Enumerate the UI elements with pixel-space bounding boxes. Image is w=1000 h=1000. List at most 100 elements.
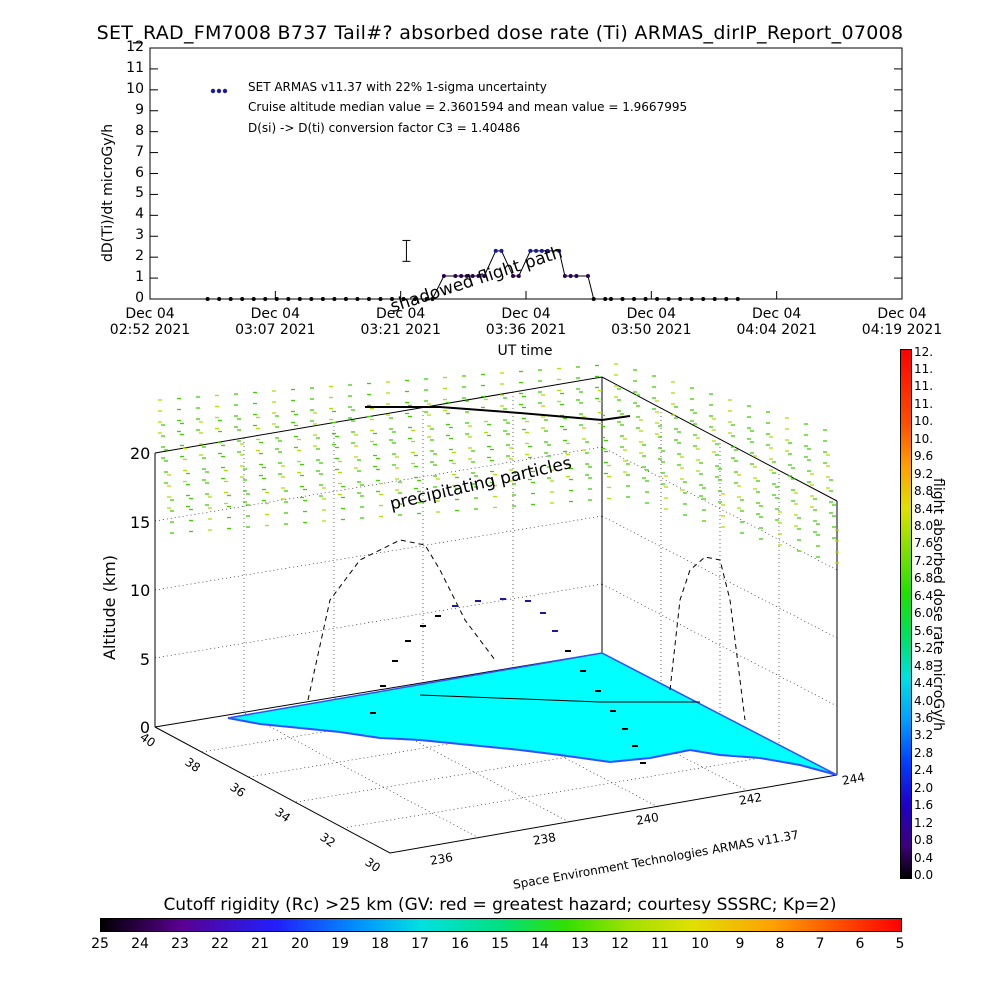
dose-colorbar-tick-label: 0.8	[914, 833, 934, 848]
x-tick-label: Dec 04 02:52 2021	[109, 306, 191, 338]
dose-colorbar-tick-label: 0.4	[914, 850, 934, 865]
ground-track	[419, 694, 700, 703]
dose-colorbar-tick-label: 4.0	[914, 693, 934, 708]
data-point	[643, 297, 648, 301]
flight-path-point	[610, 710, 616, 712]
dose-colorbar-tick-label: 1.2	[914, 815, 934, 830]
data-point	[528, 248, 533, 253]
dose-colorbar	[900, 349, 912, 879]
altitude-tick-label: 15	[130, 512, 151, 532]
dose-colorbar-tick-label: 10.	[914, 431, 934, 446]
data-point	[534, 248, 539, 253]
flight-path-point	[565, 650, 571, 652]
rigidity-colorbar-tick-label: 8	[775, 936, 785, 952]
flight-path-point	[640, 762, 646, 764]
rigidity-colorbar-tick-label: 10	[691, 936, 709, 952]
legend-conversion-text: D(si) -> D(ti) conversion factor C3 = 1.…	[248, 121, 521, 135]
rigidity-colorbar-tick-label: 13	[571, 936, 589, 952]
data-point	[228, 297, 233, 301]
legend-marker	[216, 88, 222, 94]
top-y-tick-marks	[150, 47, 902, 300]
top-x-axis-label: UT time	[497, 343, 553, 359]
dose-colorbar-tick-label: 8.0	[914, 519, 934, 533]
error-bar	[402, 239, 411, 262]
dose-colorbar-tick-label: 2.0	[914, 780, 934, 795]
dose-colorbar-tick-label: 11.	[914, 396, 934, 411]
y-tick-label: 1	[135, 269, 144, 286]
data-point	[603, 297, 608, 301]
top-chart-svg	[149, 47, 903, 301]
top-y-axis-label: dD(Ti)/dt microGy/h	[100, 123, 116, 262]
data-point	[332, 297, 337, 301]
dose-colorbar-tick-label: 8.8	[914, 484, 934, 499]
data-point	[453, 273, 458, 278]
y-tick-label: 2	[135, 248, 144, 265]
data-point	[712, 297, 717, 301]
data-point	[251, 297, 256, 301]
altitude-tick-label: 20	[130, 444, 151, 463]
legend-median-text: Cruise altitude median value = 2.3601594…	[248, 100, 688, 114]
data-point	[441, 273, 446, 278]
rigidity-colorbar-tick-label: 9	[735, 936, 745, 952]
rigidity-colorbar-tick-label: 15	[491, 936, 509, 952]
scene-box	[154, 376, 838, 854]
data-point	[557, 248, 562, 253]
data-point	[320, 297, 325, 301]
data-point	[499, 248, 504, 253]
x-tick-label: Dec 04 03:50 2021	[611, 306, 692, 338]
legend-series-label: SET ARMAS v11.37 with 22% 1-sigma uncert…	[248, 80, 547, 94]
shadow-cone-left	[307, 539, 496, 701]
data-point	[632, 297, 637, 301]
dose-colorbar-tick-label: 6.4	[914, 588, 934, 603]
data-point	[355, 297, 360, 301]
rigidity-colorbar-tick-label: 16	[451, 936, 469, 952]
y-tick-label: 4	[135, 206, 144, 223]
legend-marker	[210, 88, 216, 94]
box-floor-front	[154, 726, 838, 854]
rigidity-colorbar-tick-label: 22	[211, 936, 229, 952]
y-tick-label: 10	[126, 80, 144, 97]
data-point	[620, 297, 625, 301]
flight-path-point	[580, 670, 586, 672]
data-point	[701, 297, 706, 301]
rigidity-colorbar-tick-label: 18	[371, 936, 389, 952]
data-point	[401, 297, 406, 301]
dose-colorbar-tick-label: 2.4	[914, 763, 934, 778]
dose-colorbar-tick-label: 6.0	[914, 606, 934, 621]
data-point	[516, 273, 521, 278]
dose-rate-points	[205, 248, 740, 301]
y-tick-label: 0	[135, 290, 144, 306]
y-tick-label: 11	[126, 59, 144, 76]
flight-path-point	[452, 605, 458, 607]
flight-path-point	[420, 625, 426, 627]
data-point	[390, 297, 395, 301]
rigidity-colorbar-tick-label: 7	[815, 936, 825, 952]
rigidity-colorbar	[100, 918, 902, 932]
data-point	[366, 297, 371, 301]
y-tick-label: 5	[135, 185, 144, 202]
flight-path-point	[380, 685, 386, 687]
dose-colorbar-tick-label: 12.	[914, 344, 934, 359]
dose-colorbar-tick-label: 3.2	[914, 728, 934, 743]
x-tick-label: Dec 04 04:19 2021	[861, 306, 943, 338]
dose-colorbar-tick-label: 10.	[914, 414, 934, 429]
flight-path-point	[392, 660, 398, 662]
data-point	[574, 273, 579, 278]
legend-marker	[222, 88, 228, 94]
x-tick-label: Dec 04 03:36 2021	[485, 306, 567, 338]
data-point	[568, 273, 573, 278]
rigidity-colorbar-tick-label: 5	[895, 936, 905, 952]
altitude-axis-label: Altitude (km)	[100, 555, 119, 660]
rigidity-colorbar-tick-label: 11	[651, 936, 669, 952]
data-point	[511, 273, 516, 278]
altitude-tick-label: 0	[139, 718, 150, 737]
flight-path-point	[405, 640, 411, 642]
data-point	[424, 297, 429, 301]
precipitation-bars	[158, 363, 839, 564]
data-point	[459, 273, 464, 278]
scene-3d	[154, 363, 839, 854]
data-point	[205, 297, 210, 301]
y-tick-label: 12	[126, 39, 144, 55]
shadow-cone-right	[669, 556, 746, 721]
flight-path-point	[370, 712, 376, 714]
